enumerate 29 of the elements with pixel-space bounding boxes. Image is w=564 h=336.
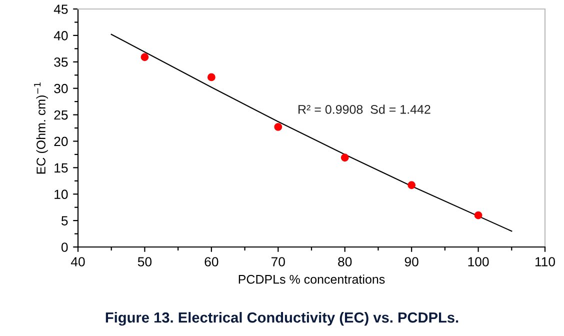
point [408, 181, 416, 190]
point [140, 53, 149, 62]
y-tick-label: 45 [54, 4, 68, 14]
y-axis-title: EC (Ohm. cm)$^{−1}$ [34, 82, 48, 174]
x-tick-label: 50 [138, 257, 152, 266]
y-tick-label: 20 [54, 136, 68, 146]
x-tick-label: 80 [338, 257, 352, 266]
x-tick-label: 110 [535, 257, 556, 266]
y-tick-label: 30 [54, 84, 68, 94]
x-tick-label: 60 [204, 257, 218, 266]
y-tick-label: 0 [61, 242, 68, 252]
y-tick-label: 25 [54, 110, 68, 120]
annotation: R² = 0.9908 Sd = 1.442 [298, 104, 430, 114]
y-tick-label: 40 [54, 31, 68, 40]
x-axis-title: PCDPLs % concentrations [238, 274, 385, 284]
caption: Figure 13. Electrical Conductivity (EC) vs. PCDPLs. [106, 312, 458, 326]
point [340, 154, 349, 162]
x-tick-label: 40 [70, 257, 85, 266]
point [474, 211, 482, 220]
y-tick-label: 10 [54, 190, 68, 200]
line-series [110, 34, 512, 232]
x-tick-label: 90 [404, 257, 418, 266]
y-tick-label: 35 [54, 57, 68, 67]
point [207, 73, 216, 82]
x-tick-label: 70 [271, 257, 285, 266]
x-tick-label: 100 [468, 257, 489, 266]
y-tick-label: 5 [61, 216, 68, 226]
point [274, 122, 282, 131]
y-tick-label: 15 [54, 163, 68, 173]
